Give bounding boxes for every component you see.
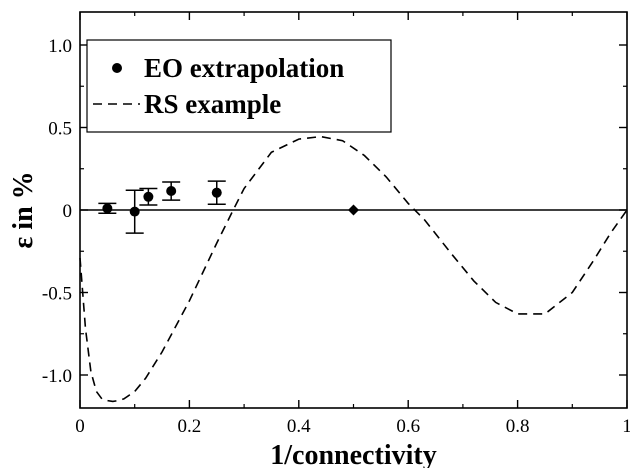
y-tick-label: -1.0 xyxy=(42,366,72,387)
legend-label-eo: EO extrapolation xyxy=(144,53,344,83)
eo-data-point xyxy=(125,189,144,234)
ticks-layer: 0 0.2 0.4 0.6 0.8 1 -1.0 -0.5 0 0.5 1.0 xyxy=(42,12,630,437)
diamond-marker xyxy=(348,204,359,216)
y-tick-label: 0 xyxy=(63,201,73,222)
eo-marker xyxy=(211,187,222,198)
x-tick-label: 0 xyxy=(75,416,85,437)
eo-marker xyxy=(143,191,154,202)
x-tick-label: 0.2 xyxy=(178,416,202,437)
x-tick-label: 0.4 xyxy=(287,416,311,437)
legend-label-rs: RS example xyxy=(144,89,281,119)
x-tick-label: 1 xyxy=(622,416,630,437)
legend-box xyxy=(86,39,392,133)
eo-data-point xyxy=(139,187,158,206)
rs-example-curve xyxy=(79,135,628,403)
eo-data-point xyxy=(98,202,117,215)
x-axis-title: 1/connectivity xyxy=(270,440,436,468)
eo-marker xyxy=(129,206,140,217)
eo-marker xyxy=(166,186,177,197)
x-tick-label: 0.8 xyxy=(506,416,530,437)
eo-marker xyxy=(102,203,113,214)
eo-data-point xyxy=(207,180,226,205)
x-tick-label: 0.6 xyxy=(396,416,420,437)
y-axis-title: ε in % xyxy=(8,171,39,248)
legend-marker-eo xyxy=(112,63,122,73)
y-tick-label: 1.0 xyxy=(48,36,72,57)
legend: EO extrapolation RS example xyxy=(86,39,392,133)
eo-data-point xyxy=(162,181,181,201)
y-tick-label: -0.5 xyxy=(42,284,72,305)
y-tick-label: 0.5 xyxy=(48,119,72,140)
series-layer xyxy=(79,135,628,403)
